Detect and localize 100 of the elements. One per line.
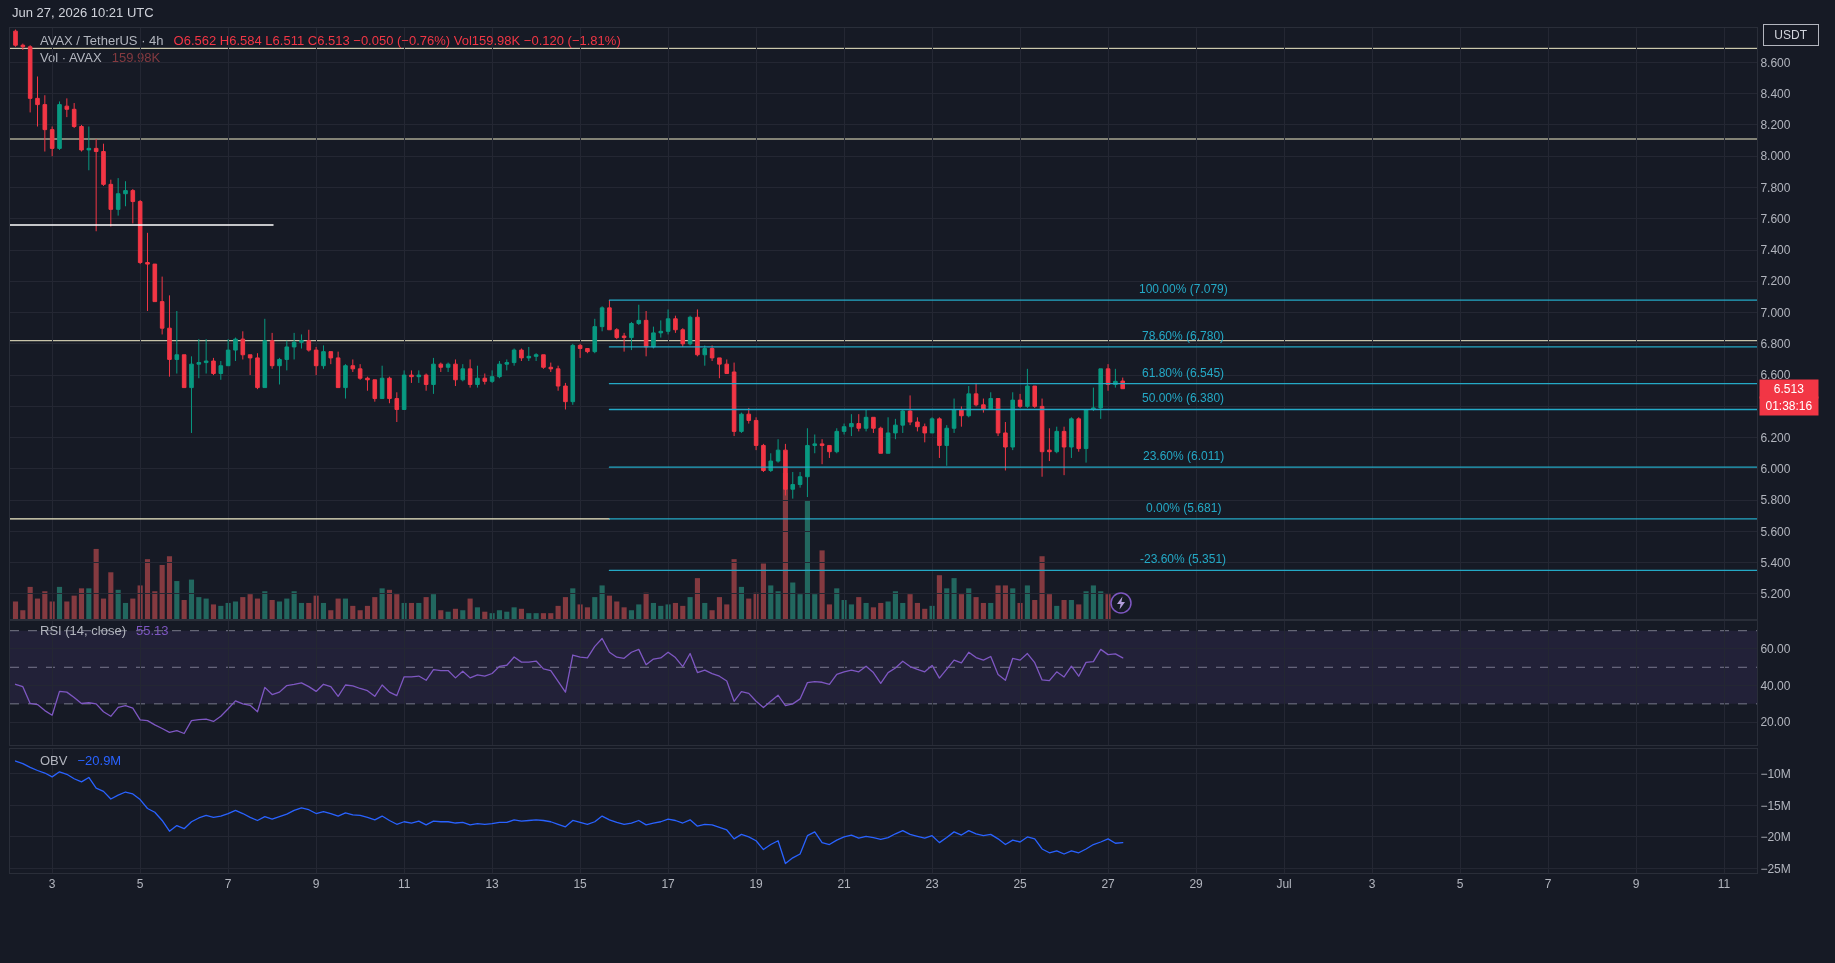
candlestick <box>49 126 55 157</box>
bar <box>658 605 664 619</box>
x-tick-label: 23 <box>925 877 940 892</box>
candlestick <box>328 351 334 365</box>
bar <box>819 550 825 619</box>
bar <box>562 597 569 619</box>
candlestick <box>973 382 979 407</box>
bar <box>100 598 107 619</box>
candlestick <box>746 407 752 425</box>
candlestick <box>702 344 708 367</box>
candlestick <box>489 369 495 384</box>
bar <box>526 613 532 619</box>
bar <box>1002 585 1008 619</box>
bar <box>474 607 481 619</box>
bar <box>614 601 620 619</box>
series-label: 78.60% (6.780) <box>1142 329 1225 343</box>
bar <box>262 591 268 619</box>
y-tick-label: 40.00 <box>1760 678 1791 693</box>
x-tick-label: Jul <box>1276 877 1292 892</box>
candlestick <box>511 348 517 367</box>
bar <box>240 597 246 619</box>
y-tick-label: 8.000 <box>1760 149 1791 164</box>
chart-subtitle: 55.13 <box>135 623 169 638</box>
x-tick-label: 7 <box>224 877 232 892</box>
candlestick <box>959 405 964 428</box>
series-label: 23.60% (6.011) <box>1143 449 1225 463</box>
candlestick <box>130 188 136 224</box>
candlestick <box>907 394 913 426</box>
bar <box>540 613 547 619</box>
bar <box>144 559 151 619</box>
candlestick <box>482 373 488 385</box>
candlestick <box>313 346 319 376</box>
bar <box>320 602 327 619</box>
candlestick <box>379 365 385 400</box>
candlestick <box>365 376 370 392</box>
bar <box>254 598 261 619</box>
bar <box>64 601 70 619</box>
chart-title: OBV <box>40 753 68 768</box>
bar <box>892 591 898 619</box>
series-label: 61.80% (6.545) <box>1142 366 1225 380</box>
candlestick <box>262 318 268 389</box>
bar <box>328 610 334 619</box>
candlestick <box>775 438 781 464</box>
bar <box>518 608 525 619</box>
line-series <box>14 637 1124 735</box>
bar <box>1054 605 1060 619</box>
candlestick <box>152 263 158 303</box>
y-tick-label: −25M <box>1760 861 1791 876</box>
candlestick <box>717 357 722 379</box>
candlestick <box>1061 426 1067 476</box>
bar <box>291 591 297 619</box>
bar <box>20 610 26 619</box>
bar <box>379 588 385 619</box>
candlestick <box>145 232 150 312</box>
y-tick-label: 5.600 <box>1760 524 1791 539</box>
bar <box>650 602 657 619</box>
candlestick <box>335 351 341 389</box>
candlestick <box>42 94 48 153</box>
bar <box>12 601 19 619</box>
bar <box>709 610 715 619</box>
bar <box>438 610 444 619</box>
candlestick <box>57 100 62 151</box>
bar <box>636 604 642 619</box>
bar <box>218 605 224 619</box>
candlestick <box>401 369 407 410</box>
text: 01:38:16 <box>1765 399 1813 413</box>
candlestick <box>768 452 774 473</box>
candlestick <box>724 358 730 375</box>
bar <box>276 601 283 619</box>
bar <box>181 600 187 619</box>
candlestick <box>211 357 216 376</box>
chart-title: RSI (14, close) <box>40 623 126 638</box>
bar <box>826 604 832 619</box>
bar <box>980 602 986 619</box>
candlestick <box>159 276 165 335</box>
candlestick <box>1098 368 1104 420</box>
candlestick <box>797 471 803 489</box>
candlestick <box>658 319 664 339</box>
bar <box>335 598 341 619</box>
bar <box>130 598 136 619</box>
candlestick <box>291 332 297 360</box>
candlestick <box>885 416 891 454</box>
bar <box>196 597 202 619</box>
bar <box>702 602 708 619</box>
bar <box>870 607 876 619</box>
candlestick <box>218 360 224 381</box>
bar <box>760 563 766 619</box>
candlestick <box>387 376 392 404</box>
candlestick <box>585 348 590 354</box>
bar <box>423 597 429 619</box>
bar <box>342 598 349 619</box>
bar <box>1083 591 1089 619</box>
candlestick <box>790 471 796 500</box>
bar <box>856 597 862 619</box>
candlestick <box>1032 385 1038 409</box>
candlestick <box>93 138 99 232</box>
candlestick <box>321 344 326 370</box>
bar <box>848 604 854 619</box>
x-tick-label: 29 <box>1189 877 1204 892</box>
bar <box>71 595 77 619</box>
